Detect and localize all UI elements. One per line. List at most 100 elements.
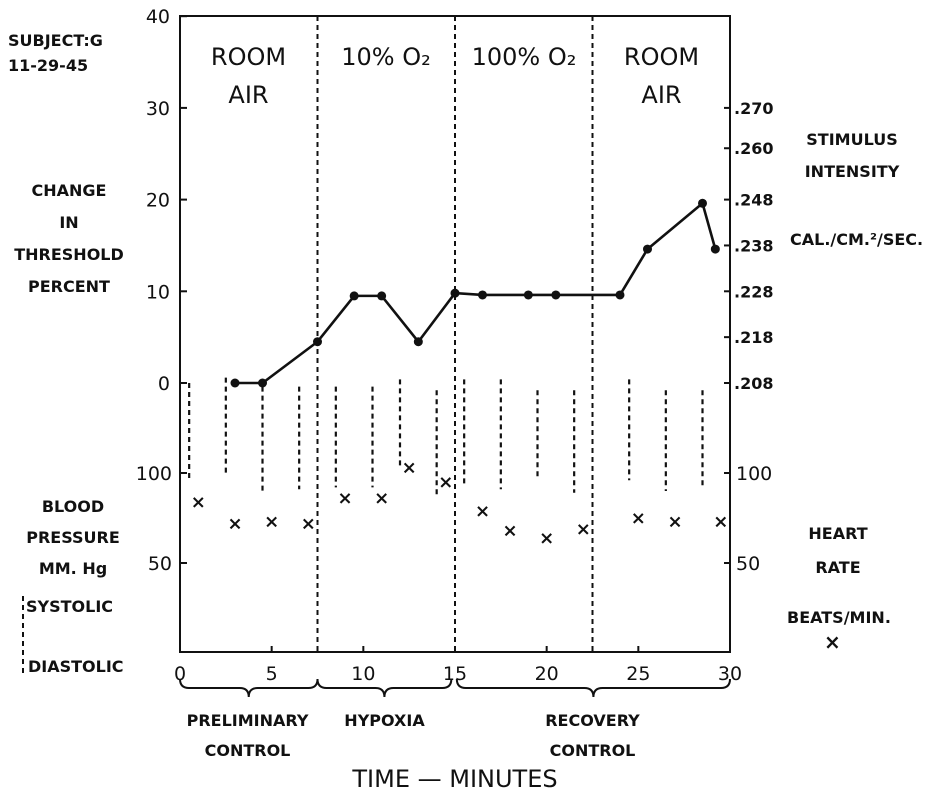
left-axis-title-line: PERCENT [28, 277, 110, 296]
stimulus-tick-label: .218 [734, 328, 773, 347]
y-tick-label: 40 [146, 6, 170, 28]
phase-title-line: ROOM [623, 43, 700, 71]
threshold-point [478, 290, 487, 300]
stimulus-tick-label: .260 [734, 139, 773, 158]
period-brace [455, 678, 731, 698]
subject-id: SUBJECT:G [8, 31, 103, 50]
left-axis-title-line: CHANGE [31, 181, 107, 200]
threshold-point [450, 288, 460, 298]
stimulus-tick-label: .238 [734, 236, 773, 255]
bp-tick-label: 50 [148, 553, 172, 575]
period-braces [179, 678, 731, 698]
bp-title-line: PRESSURE [26, 528, 120, 547]
stimulus-tick-label: .228 [734, 282, 773, 301]
threshold-point [413, 337, 423, 347]
threshold-series [230, 198, 720, 388]
x-axis-title: TIME — MINUTES [352, 765, 558, 793]
threshold-point [313, 337, 322, 347]
stimulus-tick-label: .208 [734, 374, 773, 393]
stimulus-tick-label: .270 [734, 99, 773, 118]
right-axis-title-line: STIMULUS [806, 130, 898, 149]
threshold-point [698, 198, 707, 208]
threshold-point [258, 378, 267, 388]
stimulus-unit: CAL./CM.²/SEC. [790, 230, 924, 249]
threshold-point [523, 290, 533, 300]
x-tick-label: 25 [626, 663, 650, 685]
phase-title: 100% O₂ [455, 38, 593, 76]
bp-legend-dash-icon [22, 596, 24, 676]
legend-systolic: SYSTOLIC [26, 597, 114, 616]
hr-title-line: RATE [815, 558, 861, 577]
heart-rate-title: HEART RATE [795, 517, 881, 585]
period-label-line: PRELIMINARY [186, 711, 309, 730]
heart-rate-point: × [502, 521, 517, 542]
period-label-line: HYPOXIA [344, 711, 425, 730]
phase-title-line: 100% O₂ [471, 43, 577, 71]
x-tick-label: 30 [718, 663, 742, 685]
bp-tick-label: 100 [136, 463, 172, 485]
hr-tick-label: 100 [736, 463, 772, 485]
y-tick-label: 0 [158, 373, 170, 395]
legend-diastolic: DIASTOLIC [28, 657, 124, 676]
x-tick-label: 10 [351, 663, 375, 685]
x-tick-label: 0 [174, 663, 186, 685]
phase-title-line: AIR [228, 81, 269, 109]
heart-rate-point: × [438, 472, 453, 493]
blood-pressure-title: BLOOD PRESSURE MM. Hg [12, 491, 134, 584]
heart-rate-unit: BEATS/MIN. [787, 608, 891, 627]
phase-title-line: AIR [641, 81, 682, 109]
threshold-point [349, 291, 359, 301]
heart-rate-point: × [337, 488, 352, 509]
threshold-line [235, 200, 717, 385]
heart-rate-marker-icon: × [824, 630, 841, 654]
phase-title-line: ROOM [210, 43, 287, 71]
period-label: PRELIMINARY CONTROL [170, 706, 325, 766]
bp-title-line: BLOOD [41, 497, 105, 516]
y-tick-label: 10 [146, 281, 170, 303]
x-tick-label: 5 [266, 663, 278, 685]
phase-title: ROOM AIR [593, 38, 730, 114]
x-tick-label: 15 [443, 663, 467, 685]
blood-pressure-series [188, 377, 704, 495]
stimulus-tick-label: .248 [734, 191, 773, 210]
heart-rate-point: × [227, 513, 242, 534]
heart-rate-point: × [475, 501, 490, 522]
right-axis-title: STIMULUS INTENSITY [790, 124, 914, 188]
heart-rate-point: × [576, 519, 591, 540]
heart-rate-point: × [191, 492, 206, 513]
heart-rate-point: × [402, 458, 417, 479]
heart-rate-point: × [301, 513, 316, 534]
axis-ticks: 0 5 10 15 20 25 30 0 10 20 30 40 .208 .218 .228 .238 .24… [136, 6, 774, 685]
left-axis-title: CHANGE IN THRESHOLD PERCENT [8, 175, 130, 303]
threshold-point [377, 291, 387, 301]
subject-date: 11-29-45 [8, 56, 89, 75]
period-label: RECOVERY CONTROL [475, 706, 710, 766]
phase-boundaries [316, 16, 594, 652]
bp-title-line: MM. Hg [38, 559, 108, 578]
left-axis-title-line: IN [59, 213, 79, 232]
heart-rate-point: × [264, 512, 279, 533]
phase-title-line: 10% O₂ [341, 43, 431, 71]
period-label-line: CONTROL [204, 741, 291, 760]
heart-rate-point: × [539, 528, 554, 549]
x-tick-label: 20 [535, 663, 559, 685]
heart-rate-point: × [667, 512, 682, 533]
period-label-line: CONTROL [549, 741, 636, 760]
right-axis-title-line: INTENSITY [804, 162, 900, 181]
hr-tick-label: 50 [736, 553, 760, 575]
threshold-point [615, 290, 625, 300]
period-label-line: RECOVERY [545, 711, 640, 730]
threshold-point [643, 244, 652, 254]
phase-title: 10% O₂ [317, 38, 455, 76]
y-tick-label: 20 [146, 190, 170, 212]
y-tick-label: 30 [146, 98, 170, 120]
period-label: HYPOXIA [322, 706, 447, 736]
heart-rate-point: × [631, 508, 646, 529]
heart-rate-series: × × × × × × × × × × × × × × × [191, 458, 729, 549]
subject-label: SUBJECT:G 11-29-45 [8, 33, 103, 74]
period-brace [179, 678, 319, 698]
threshold-point [551, 290, 561, 300]
period-brace [316, 678, 453, 698]
left-axis-title-line: THRESHOLD [14, 245, 124, 264]
